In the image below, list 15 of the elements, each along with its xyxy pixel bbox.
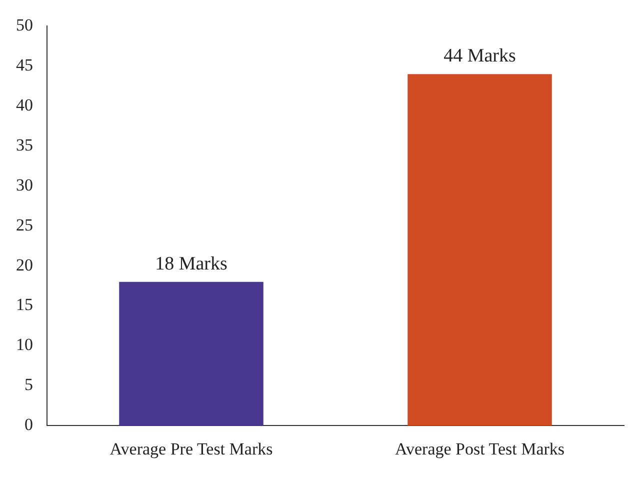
y-tick-label: 10 [16, 335, 33, 354]
x-tick-label: Average Pre Test Marks [110, 439, 273, 458]
y-tick-label: 45 [16, 56, 33, 75]
y-tick-label: 50 [16, 16, 33, 35]
y-tick-label: 35 [16, 135, 33, 154]
y-tick-label: 0 [24, 415, 33, 434]
y-tick-label: 25 [16, 215, 33, 234]
y-tick-label: 15 [16, 295, 33, 314]
y-tick-label: 40 [16, 96, 33, 115]
x-tick-label: Average Post Test Marks [394, 439, 565, 458]
y-tick-label: 20 [16, 255, 33, 274]
data-label: 44 Marks [444, 46, 516, 67]
y-tick-label: 5 [24, 375, 33, 394]
data-label: 18 Marks [155, 253, 228, 274]
y-tick-label: 30 [16, 175, 33, 194]
